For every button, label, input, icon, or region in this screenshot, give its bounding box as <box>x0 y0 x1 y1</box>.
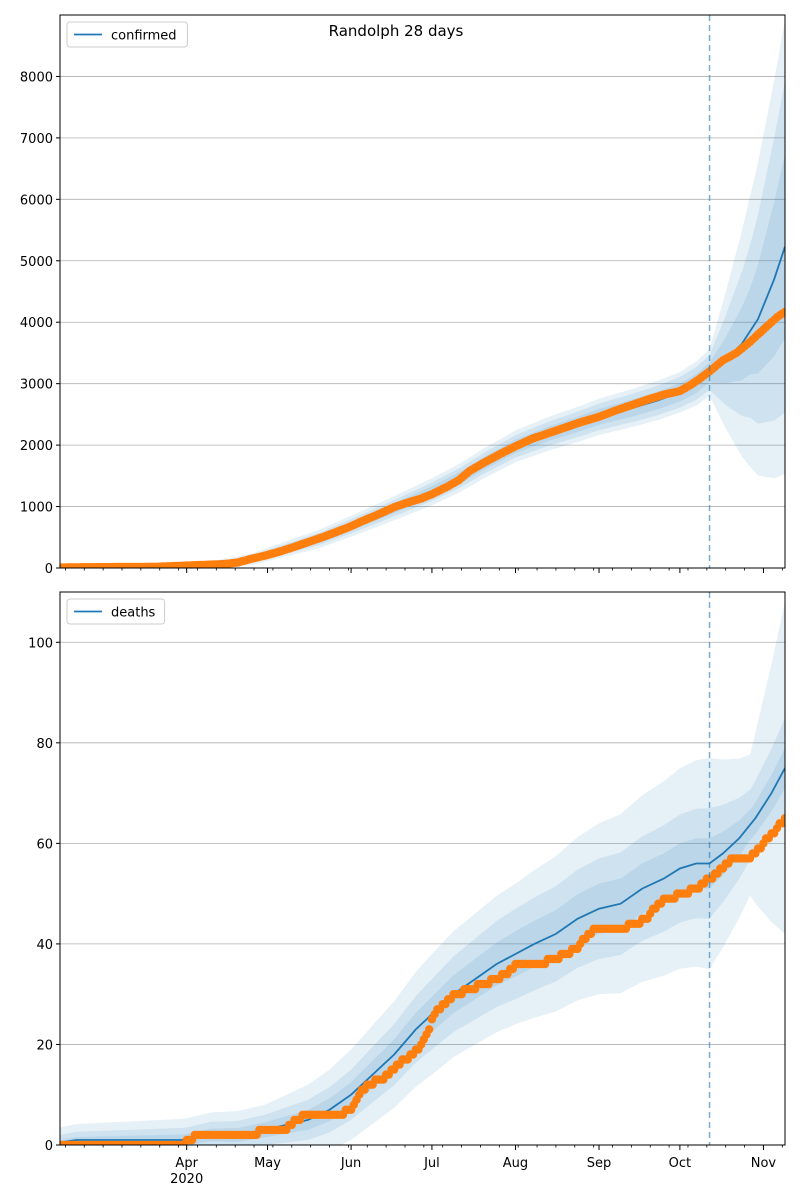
y-tick-label: 4000 <box>20 316 53 331</box>
observed-point <box>780 307 785 316</box>
legend-box <box>66 21 188 48</box>
x-tick-label: Sep <box>587 1156 612 1171</box>
x-tick-label: Jun <box>340 1156 361 1171</box>
y-tick-label: 6000 <box>20 193 53 208</box>
uncertainty-band <box>60 19 785 568</box>
legend: deaths <box>66 598 166 625</box>
y-tick-label: 60 <box>36 837 53 852</box>
y-tick-label: 2000 <box>20 439 53 454</box>
y-tick-label: 0 <box>45 1139 53 1154</box>
y-tick-label: 100 <box>28 636 53 651</box>
confirmed-panel: 0 1000 2000 3000 4000 5000 6000 7000 8000 confirm… <box>20 14 786 577</box>
observed-point <box>780 814 785 823</box>
axes-frame <box>59 14 786 569</box>
x-tick-sublabel: 2020 <box>170 1172 203 1187</box>
y-tick-label: 3000 <box>20 378 53 393</box>
uncertainty-band <box>60 717 785 1145</box>
y-tick-label: 1000 <box>20 501 53 516</box>
x-tick-label: Jul <box>423 1156 440 1171</box>
axes-frame <box>59 591 786 1146</box>
plot-area <box>60 602 785 1145</box>
x-tick-label: Apr <box>175 1156 198 1171</box>
plot-area <box>60 19 785 568</box>
x-tick-label: May <box>254 1156 281 1171</box>
x-tick-label: Nov <box>751 1156 777 1171</box>
y-tick-label: 80 <box>36 737 53 752</box>
legend-label: deaths <box>111 606 156 621</box>
legend-label: confirmed <box>111 29 177 44</box>
y-tick-label: 20 <box>36 1038 53 1053</box>
x-tick-label: Aug <box>503 1156 528 1171</box>
y-tick-label: 40 <box>36 938 53 953</box>
legend-box <box>66 598 166 625</box>
y-tick-label: 8000 <box>20 70 53 85</box>
y-tick-label: 7000 <box>20 132 53 147</box>
y-tick-label: 5000 <box>20 255 53 270</box>
y-tick-label: 0 <box>45 562 53 577</box>
legend: confirmed <box>66 21 188 48</box>
observed-point <box>425 1025 434 1034</box>
x-tick-label: Oct <box>669 1156 691 1171</box>
figure-title: Randolph 28 days <box>329 22 464 40</box>
